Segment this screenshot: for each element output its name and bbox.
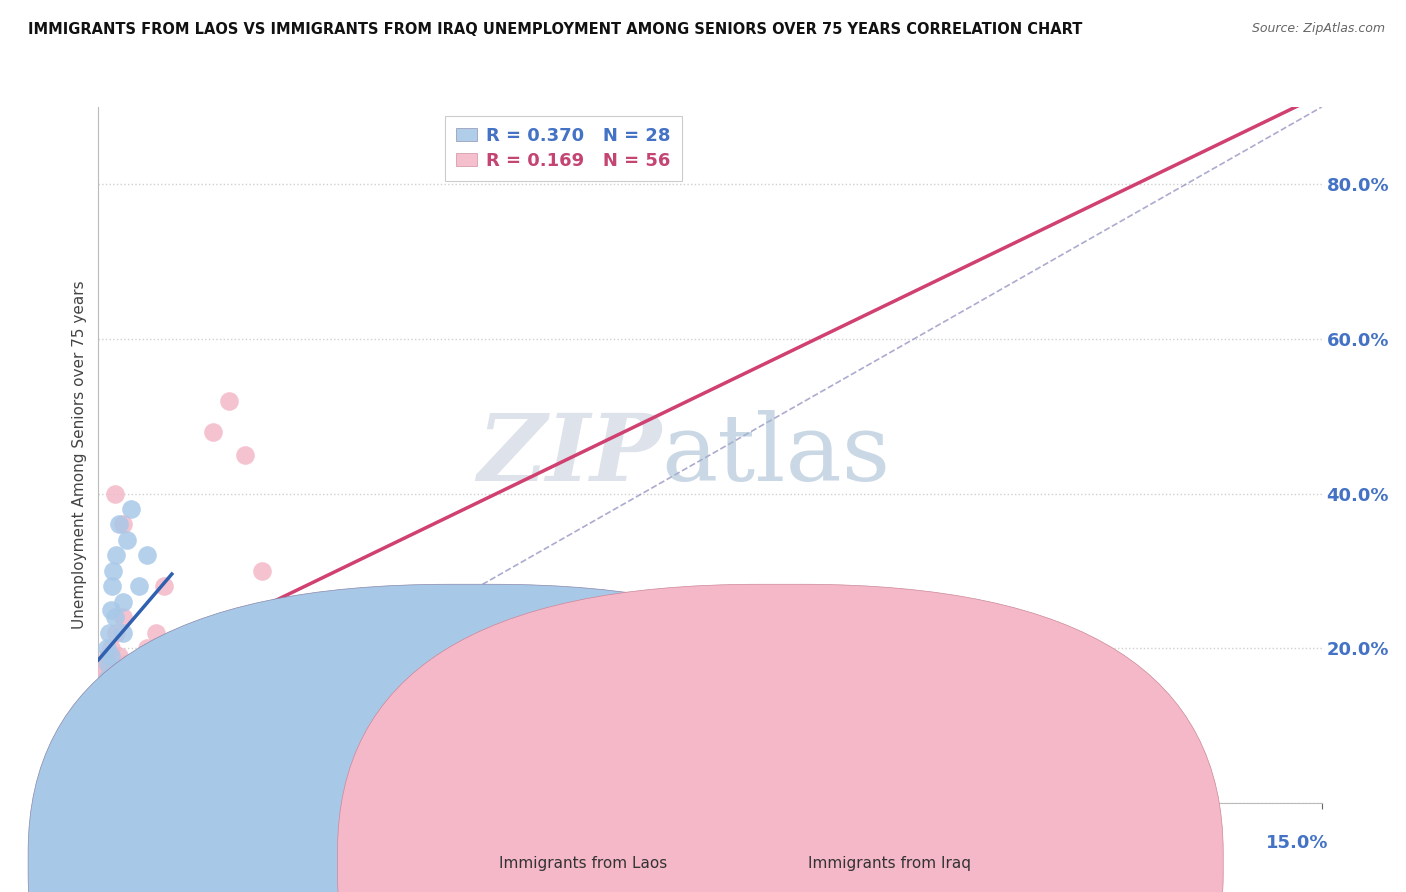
Point	[111, 625, 134, 640]
Point	[145, 641, 167, 656]
Point	[233, 448, 256, 462]
Legend: R = 0.370   N = 28, R = 0.169   N = 56: R = 0.370 N = 28, R = 0.169 N = 56	[444, 116, 682, 181]
Text: 15.0%: 15.0%	[1267, 834, 1329, 852]
Point	[136, 549, 159, 563]
Point	[209, 718, 232, 732]
Text: IMMIGRANTS FROM LAOS VS IMMIGRANTS FROM IRAQ UNEMPLOYMENT AMONG SENIORS OVER 75 : IMMIGRANTS FROM LAOS VS IMMIGRANTS FROM …	[28, 22, 1083, 37]
Point	[111, 517, 134, 532]
Point	[98, 695, 121, 709]
Point	[96, 711, 118, 725]
Point	[97, 648, 120, 663]
Point	[90, 711, 112, 725]
Point	[160, 665, 183, 679]
Point	[104, 711, 127, 725]
Point	[96, 641, 118, 656]
Point	[105, 549, 128, 563]
Text: ZIP: ZIP	[477, 410, 661, 500]
Point	[89, 718, 111, 732]
Point	[97, 657, 120, 671]
Point	[115, 533, 138, 547]
Point	[115, 672, 138, 686]
Point	[104, 610, 127, 624]
Point	[186, 657, 208, 671]
Point	[169, 648, 191, 663]
Point	[160, 703, 183, 717]
Point	[101, 695, 124, 709]
Point	[101, 688, 124, 702]
Point	[104, 486, 127, 500]
Y-axis label: Unemployment Among Seniors over 75 years: Unemployment Among Seniors over 75 years	[72, 281, 87, 629]
Point	[91, 672, 114, 686]
Point	[91, 695, 114, 709]
Point	[94, 680, 117, 694]
Point	[96, 672, 118, 686]
Point	[94, 665, 117, 679]
Point	[136, 711, 159, 725]
Point	[128, 657, 150, 671]
Point	[108, 648, 131, 663]
Point	[90, 680, 112, 694]
Point	[332, 657, 354, 671]
Point	[120, 502, 142, 516]
Point	[128, 579, 150, 593]
Point	[145, 625, 167, 640]
Point	[121, 680, 143, 694]
Text: Immigrants from Iraq: Immigrants from Iraq	[808, 856, 972, 871]
Point	[186, 734, 208, 748]
Point	[100, 672, 122, 686]
Point	[90, 711, 112, 725]
Point	[136, 641, 159, 656]
Point	[160, 633, 183, 648]
Point	[90, 703, 112, 717]
Point	[100, 703, 122, 717]
Point	[101, 564, 124, 578]
Text: Source: ZipAtlas.com: Source: ZipAtlas.com	[1251, 22, 1385, 36]
Point	[93, 688, 115, 702]
Point	[152, 641, 174, 656]
Point	[100, 641, 122, 656]
Point	[91, 695, 114, 709]
Point	[89, 688, 111, 702]
Point	[201, 425, 224, 439]
Point	[120, 703, 142, 717]
Point	[120, 688, 142, 702]
Point	[104, 665, 127, 679]
Point	[114, 657, 136, 671]
Point	[89, 703, 111, 717]
Point	[108, 517, 131, 532]
Text: Immigrants from Laos: Immigrants from Laos	[499, 856, 668, 871]
Point	[93, 703, 115, 717]
Point	[250, 564, 273, 578]
Text: atlas: atlas	[661, 410, 890, 500]
Point	[94, 688, 117, 702]
Point	[108, 695, 131, 709]
Point	[145, 718, 167, 732]
Point	[100, 602, 122, 616]
Point	[111, 595, 134, 609]
Point	[101, 579, 124, 593]
Point	[105, 625, 128, 640]
Point	[291, 641, 314, 656]
Point	[91, 711, 114, 725]
Point	[111, 718, 134, 732]
Point	[128, 726, 150, 740]
Point	[94, 703, 117, 717]
Point	[169, 726, 191, 740]
Point	[96, 657, 118, 671]
Point	[111, 610, 134, 624]
Point	[100, 648, 122, 663]
Point	[152, 579, 174, 593]
Point	[193, 672, 215, 686]
Point	[218, 393, 240, 408]
Point	[152, 695, 174, 709]
Point	[96, 680, 118, 694]
Point	[177, 665, 200, 679]
Point	[98, 625, 121, 640]
